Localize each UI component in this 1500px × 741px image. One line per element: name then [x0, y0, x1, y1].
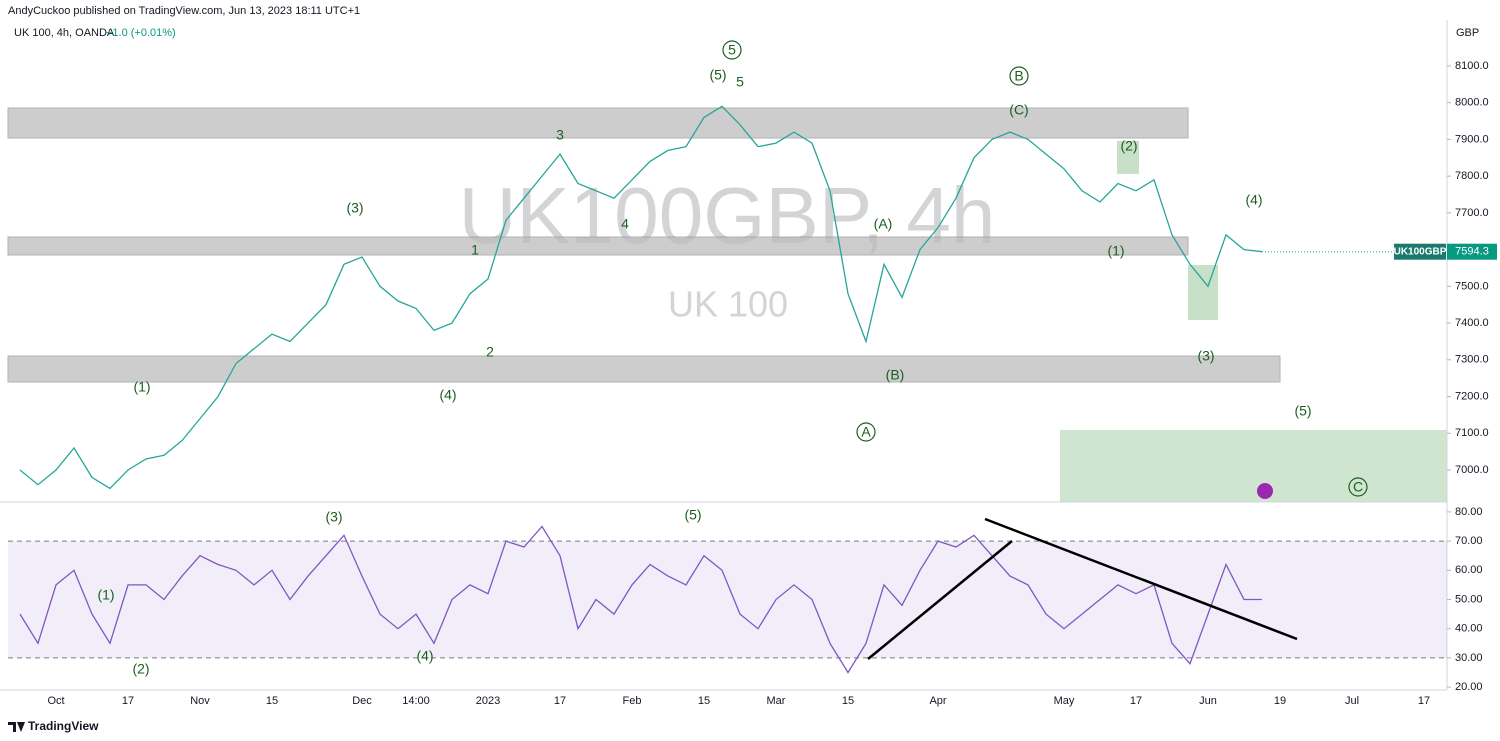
wave-label: A [861, 424, 871, 440]
y-tick-label: 8100.0 [1455, 60, 1489, 72]
y-tick-label: 50.00 [1455, 593, 1483, 605]
x-tick-label: Mar [767, 695, 786, 707]
x-tick-label: Jul [1345, 695, 1359, 707]
wave-circle [722, 40, 742, 60]
wave-label: 5 [728, 42, 736, 58]
logo [8, 722, 25, 732]
wave-label: (A) [874, 216, 893, 232]
wave-label: (1) [97, 587, 114, 603]
x-tick-label: 17 [122, 695, 134, 707]
wave-label: (2) [1120, 138, 1137, 154]
target-zone [1060, 430, 1447, 502]
wave-label: 3 [556, 127, 564, 143]
series-line [19, 525, 1262, 674]
wave-label: (B) [886, 367, 905, 383]
wave-label: 5 [736, 74, 744, 90]
x-tick-label: 2023 [476, 695, 500, 707]
x-tick-label: Dec [352, 695, 372, 707]
target-zone [1117, 141, 1139, 174]
event-icon [1257, 483, 1273, 499]
series-line [19, 105, 1263, 490]
footer: TradingView [28, 719, 99, 733]
change: +1.0 (+0.01%) [106, 27, 176, 39]
wave-circle [1009, 66, 1029, 86]
trend-line [984, 517, 1298, 641]
wave-label: C [1353, 479, 1363, 495]
wave-label: (2) [132, 661, 149, 677]
wave-label: B [1014, 68, 1023, 84]
zone [7, 236, 1189, 256]
price-tag [1394, 243, 1446, 260]
y-tick-label: 7700.0 [1455, 207, 1489, 219]
y-tick-label: 7200.0 [1455, 390, 1489, 402]
y-tick-label: 8000.0 [1455, 97, 1489, 109]
wave-label: (3) [325, 509, 342, 525]
y-tick-label: 7900.0 [1455, 133, 1489, 145]
wave-label: (C) [1009, 102, 1028, 118]
symbol: UK 100, 4h, OANDA [14, 27, 115, 39]
wave-label: (5) [1294, 403, 1311, 419]
wave-label: (4) [439, 387, 456, 403]
x-tick-label: 14:00 [402, 695, 430, 707]
x-tick-label: 19 [1274, 695, 1286, 707]
price-tag-value: 7594.3 [1455, 246, 1489, 258]
price-tag-name: UK100GBP [1394, 246, 1447, 257]
y-tick-label: 7400.0 [1455, 317, 1489, 329]
y-tick-label: 30.00 [1455, 652, 1483, 664]
watermark-name: UK 100 [668, 284, 788, 325]
y-tick-label: 20.00 [1455, 681, 1483, 693]
target-zone [1188, 265, 1218, 320]
wave-circle [1348, 477, 1368, 497]
y-tick-label: 70.00 [1455, 535, 1483, 547]
plots: 7000.07100.07200.07300.07400.07500.07600… [8, 40, 1497, 707]
zone [7, 355, 1281, 383]
x-tick-label: 17 [1418, 695, 1430, 707]
y-tick-label: 7800.0 [1455, 170, 1489, 182]
currency: GBP [1456, 27, 1479, 39]
wave-label: 1 [471, 242, 479, 258]
x-tick-label: Jun [1199, 695, 1217, 707]
x-tick-label: 15 [842, 695, 854, 707]
y-tick-label: 7500.0 [1455, 280, 1489, 292]
wave-circle [856, 422, 876, 442]
y-tick-label: 60.00 [1455, 564, 1483, 576]
x-tick-label: May [1054, 695, 1075, 707]
y-tick-label: 7000.0 [1455, 464, 1489, 476]
trend-line [867, 540, 1013, 660]
wave-label: (5) [684, 507, 701, 523]
wave-label: (4) [1245, 192, 1262, 208]
wave-label: (5) [709, 67, 726, 83]
wave-label: (3) [346, 200, 363, 216]
x-tick-label: 17 [1130, 695, 1142, 707]
y-tick-label: 7300.0 [1455, 354, 1489, 366]
wave-label: 4 [621, 216, 629, 232]
y-tick-label: 40.00 [1455, 623, 1483, 635]
wave-label: (1) [1107, 243, 1124, 259]
wave-label: 2 [486, 344, 494, 360]
x-tick-label: Nov [190, 695, 210, 707]
rsi-band [8, 541, 1447, 658]
x-tick-label: Oct [47, 695, 64, 707]
y-tick-label: 80.00 [1455, 506, 1483, 518]
price-tag [1447, 243, 1497, 260]
zone [7, 107, 1189, 139]
publisher: AndyCuckoo published on TradingView.com,… [8, 5, 360, 17]
wave-label: (3) [1197, 348, 1214, 364]
wave-label: (4) [416, 648, 433, 664]
x-tick-label: Apr [929, 695, 946, 707]
wave-label: (1) [133, 379, 150, 395]
y-tick-label: 7100.0 [1455, 427, 1489, 439]
x-tick-label: 17 [554, 695, 566, 707]
x-tick-label: 15 [698, 695, 710, 707]
x-tick-label: Feb [623, 695, 642, 707]
x-tick-label: 15 [266, 695, 278, 707]
